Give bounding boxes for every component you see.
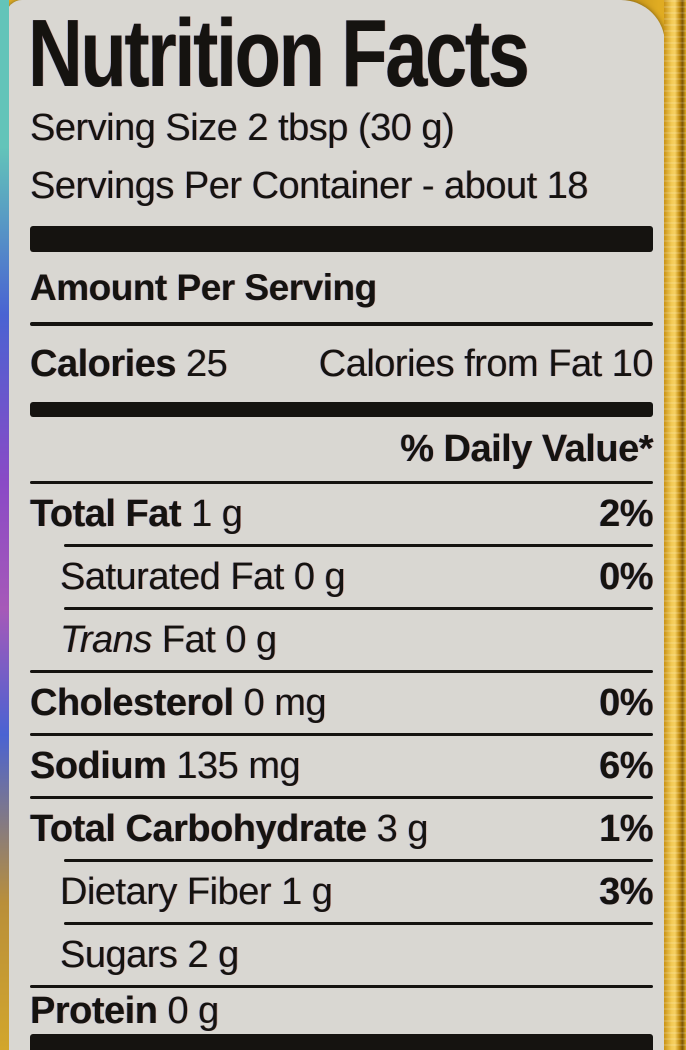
nutrient-amount: 135 mg [176,744,301,787]
bottle-edge-right [664,0,686,1050]
nutrient-name: Total Carbohydrate [30,807,367,850]
bottle-edge-left [0,0,9,1050]
nutrient-amount: 3 g [376,807,429,850]
daily-value-percent: 2% [599,492,653,535]
thick-divider-calories [30,402,653,417]
calories-left: Calories 25 [30,342,228,386]
row-separator [64,607,653,610]
row-separator [30,670,653,673]
nutrient-row: Total Carbohydrate 3 g 1% [30,799,653,859]
daily-value-percent: 6% [599,744,653,787]
daily-value-percent: 0% [599,681,653,724]
calories-from-fat: Calories from Fat 10 [318,342,654,385]
calories-value: 25 [186,342,228,385]
label-title: Nutrition Facts [28,0,530,107]
row-separator [64,544,653,547]
thick-divider-bottom [30,1034,653,1050]
serving-size-text: Serving Size 2 tbsp (30 g) [30,107,455,149]
nutrient-amount: 2 g [187,933,239,976]
nutrient-name: Sugars [60,933,178,976]
nutrient-amount: 0 g [167,989,219,1032]
nutrient-amount: 0 mg [243,681,327,724]
row-separator [30,733,653,736]
nutrient-name: Dietary Fiber [60,870,272,913]
calories-row: Calories 25 Calories from Fat 10 [30,326,654,402]
nutrient-rows: Total Fat 1 g 2% Saturated Fat 0 g 0% Tr… [30,481,653,1034]
nutrient-name: Sodium [30,744,167,787]
nutrient-amount: 0 g [293,555,346,598]
amount-per-serving-heading: Amount Per Serving [30,267,377,308]
daily-value-percent: 0% [599,555,653,598]
nutrient-amount: 1 g [281,870,333,913]
nutrient-row: Total Fat 1 g 2% [30,484,653,544]
nutrient-row: Saturated Fat 0 g 0% [30,547,653,607]
nutrient-name: Protein [30,989,158,1032]
nutrient-row: Cholesterol 0 mg 0% [30,673,653,733]
nutrient-amount: 1 g [191,492,243,535]
thick-divider-top [30,226,653,252]
nutrient-row: Dietary Fiber 1 g 3% [30,862,653,922]
nutrient-amount: 0 g [225,618,277,661]
row-separator [30,322,653,326]
calories-label: Calories [30,342,176,385]
nutrient-name: Total Fat [30,492,182,535]
row-separator [30,985,653,988]
row-separator [30,796,653,799]
daily-value-percent: 1% [599,807,653,850]
row-separator [64,922,653,925]
daily-value-percent: 3% [599,870,653,913]
daily-value-header: % Daily Value* [400,427,653,470]
nutrient-name: Trans Fat [60,618,216,661]
servings-per-container-text: Servings Per Container - about 18 [30,165,589,207]
nutrient-row: Sugars 2 g [30,925,653,985]
row-separator [30,481,653,484]
nutrient-row: Sodium 135 mg 6% [30,736,653,796]
nutrient-row: Protein 0 g [30,988,653,1034]
row-separator [64,859,653,862]
nutrient-name: Saturated Fat [60,555,284,598]
nutrient-row: Trans Fat 0 g [30,610,653,670]
nutrient-name: Cholesterol [30,681,234,724]
nutrition-facts-label: Nutrition Facts Serving Size 2 tbsp (30 … [6,0,665,1050]
